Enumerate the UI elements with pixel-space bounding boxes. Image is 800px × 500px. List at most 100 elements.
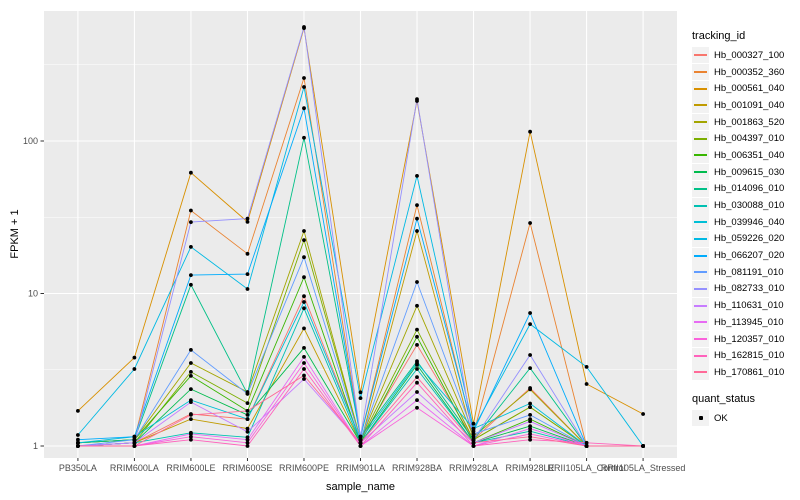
gridlines xyxy=(44,11,677,458)
legend: tracking_id Hb_000327_100 Hb_000352_360 Hb… xyxy=(692,30,798,427)
legend-label: Hb_000561_040 xyxy=(714,83,785,95)
legend-item: Hb_000352_360 xyxy=(692,64,798,81)
legend-item: Hb_001091_040 xyxy=(692,97,798,114)
legend-title-tracking-id: tracking_id xyxy=(692,30,746,42)
legend-key xyxy=(692,80,709,97)
legend-label: Hb_014096_010 xyxy=(714,183,785,195)
x-tick-label: RRIM928LE xyxy=(506,463,555,473)
x-axis: PB350LA RRIM600LA RRIM600LE RRIM600SE RRIM60… xyxy=(59,458,685,473)
x-tick-label: RRIM600SE xyxy=(222,463,272,473)
legend-items: Hb_000327_100 Hb_000352_360 Hb_000561_040 H… xyxy=(692,47,798,381)
y-axis-title: FPKM + 1 xyxy=(9,209,21,259)
legend-key xyxy=(692,410,709,427)
legend-line-swatch xyxy=(694,121,707,124)
legend-item: Hb_059226_020 xyxy=(692,230,798,248)
x-tick-label: RRII105LA_Control xyxy=(548,463,626,473)
legend-label: Hb_001091_040 xyxy=(714,99,785,111)
legend-item: Hb_113945_010 xyxy=(692,314,798,331)
legend-key xyxy=(692,197,709,214)
legend-item: Hb_039946_040 xyxy=(692,214,798,231)
y-tick-label: 100 xyxy=(23,136,38,146)
legend-label: Hb_066207_020 xyxy=(714,250,785,262)
legend-line-swatch xyxy=(694,287,707,290)
legend-label: Hb_110631_010 xyxy=(714,300,784,312)
legend-line-swatch xyxy=(694,87,707,90)
legend-item: Hb_030088_010 xyxy=(692,197,798,214)
legend-label: Hb_006351_040 xyxy=(714,149,785,161)
legend-item: Hb_110631_010 xyxy=(692,297,798,314)
legend-key xyxy=(692,230,709,247)
legend-line-swatch xyxy=(694,321,707,324)
x-tick-label: RRIM600LA xyxy=(110,463,159,473)
legend-item: Hb_081191_010 xyxy=(692,264,798,281)
legend-line-swatch xyxy=(694,304,707,307)
legend-label: OK xyxy=(714,412,728,424)
legend-label: Hb_170861_010 xyxy=(714,366,785,378)
x-tick-label: RRIM600LE xyxy=(166,463,215,473)
legend-item: Hb_000327_100 xyxy=(692,47,798,64)
legend-key xyxy=(692,331,709,348)
legend-key xyxy=(692,47,709,64)
legend-item: Hb_004397_010 xyxy=(692,130,798,147)
legend-label: Hb_120357_010 xyxy=(714,333,785,345)
y-axis: 1 10 100 xyxy=(23,136,44,451)
legend-key xyxy=(692,247,709,264)
legend-line-swatch xyxy=(694,154,707,157)
legend-line-swatch xyxy=(694,187,707,190)
x-tick-label: PB350LA xyxy=(59,463,97,473)
legend-line-swatch xyxy=(694,137,707,140)
legend-item: Hb_120357_010 xyxy=(692,331,798,348)
legend-item: Hb_001863_520 xyxy=(692,114,798,131)
legend-label: Hb_009615_030 xyxy=(714,166,785,178)
legend-title-quant-status: quant_status xyxy=(692,392,755,405)
data-points xyxy=(76,25,645,448)
legend-key xyxy=(692,147,709,164)
legend-item: Hb_014096_010 xyxy=(692,180,798,198)
legend-key xyxy=(692,214,709,231)
legend-key xyxy=(692,280,709,297)
legend-key xyxy=(692,64,709,81)
legend-key xyxy=(692,314,709,331)
y-tick-label: 1 xyxy=(33,441,38,451)
x-axis-title: sample_name xyxy=(325,481,396,493)
legend-label: Hb_082733_010 xyxy=(714,283,785,295)
legend-item: Hb_066207_020 xyxy=(692,247,798,264)
legend-line-swatch xyxy=(694,254,707,257)
legend-key xyxy=(692,264,709,281)
legend-label: Hb_039946_040 xyxy=(714,216,785,228)
legend-item: Hb_170861_010 xyxy=(692,364,798,381)
legend-key xyxy=(692,164,709,181)
legend-line-swatch xyxy=(694,371,707,374)
y-tick-label: 10 xyxy=(28,289,38,299)
legend-label: Hb_162815_010 xyxy=(714,350,785,362)
legend-key xyxy=(692,297,709,314)
legend-line-swatch xyxy=(694,104,707,107)
legend-line-swatch xyxy=(694,354,707,357)
legend-label: Hb_113945_010 xyxy=(714,316,784,328)
x-tick-label: RRIM928BA xyxy=(392,463,442,473)
legend-item: Hb_009615_030 xyxy=(692,164,798,181)
legend-line-swatch xyxy=(694,204,707,207)
legend-line-swatch xyxy=(694,237,707,240)
legend-item: Hb_006351_040 xyxy=(692,147,798,164)
legend-label: Hb_000352_360 xyxy=(714,66,785,78)
legend-key xyxy=(692,130,709,147)
point-marker-icon xyxy=(698,416,703,421)
legend-label: Hb_000327_100 xyxy=(714,49,785,61)
x-tick-label: RRIM600PE xyxy=(279,463,329,473)
legend-item: Hb_082733_010 xyxy=(692,280,798,298)
legend-line-swatch xyxy=(694,71,707,74)
legend-label: Hb_059226_020 xyxy=(714,233,785,245)
legend-label: Hb_030088_010 xyxy=(714,200,785,212)
legend-line-swatch xyxy=(694,171,707,174)
legend-key xyxy=(692,114,709,131)
legend-item: Hb_162815_010 xyxy=(692,347,798,364)
legend-item: OK xyxy=(692,410,798,427)
legend-label: Hb_004397_010 xyxy=(714,133,785,145)
legend-key xyxy=(692,364,709,381)
legend-line-swatch xyxy=(694,271,707,274)
legend-label: Hb_081191_010 xyxy=(714,266,784,278)
legend-item: Hb_000561_040 xyxy=(692,80,798,97)
